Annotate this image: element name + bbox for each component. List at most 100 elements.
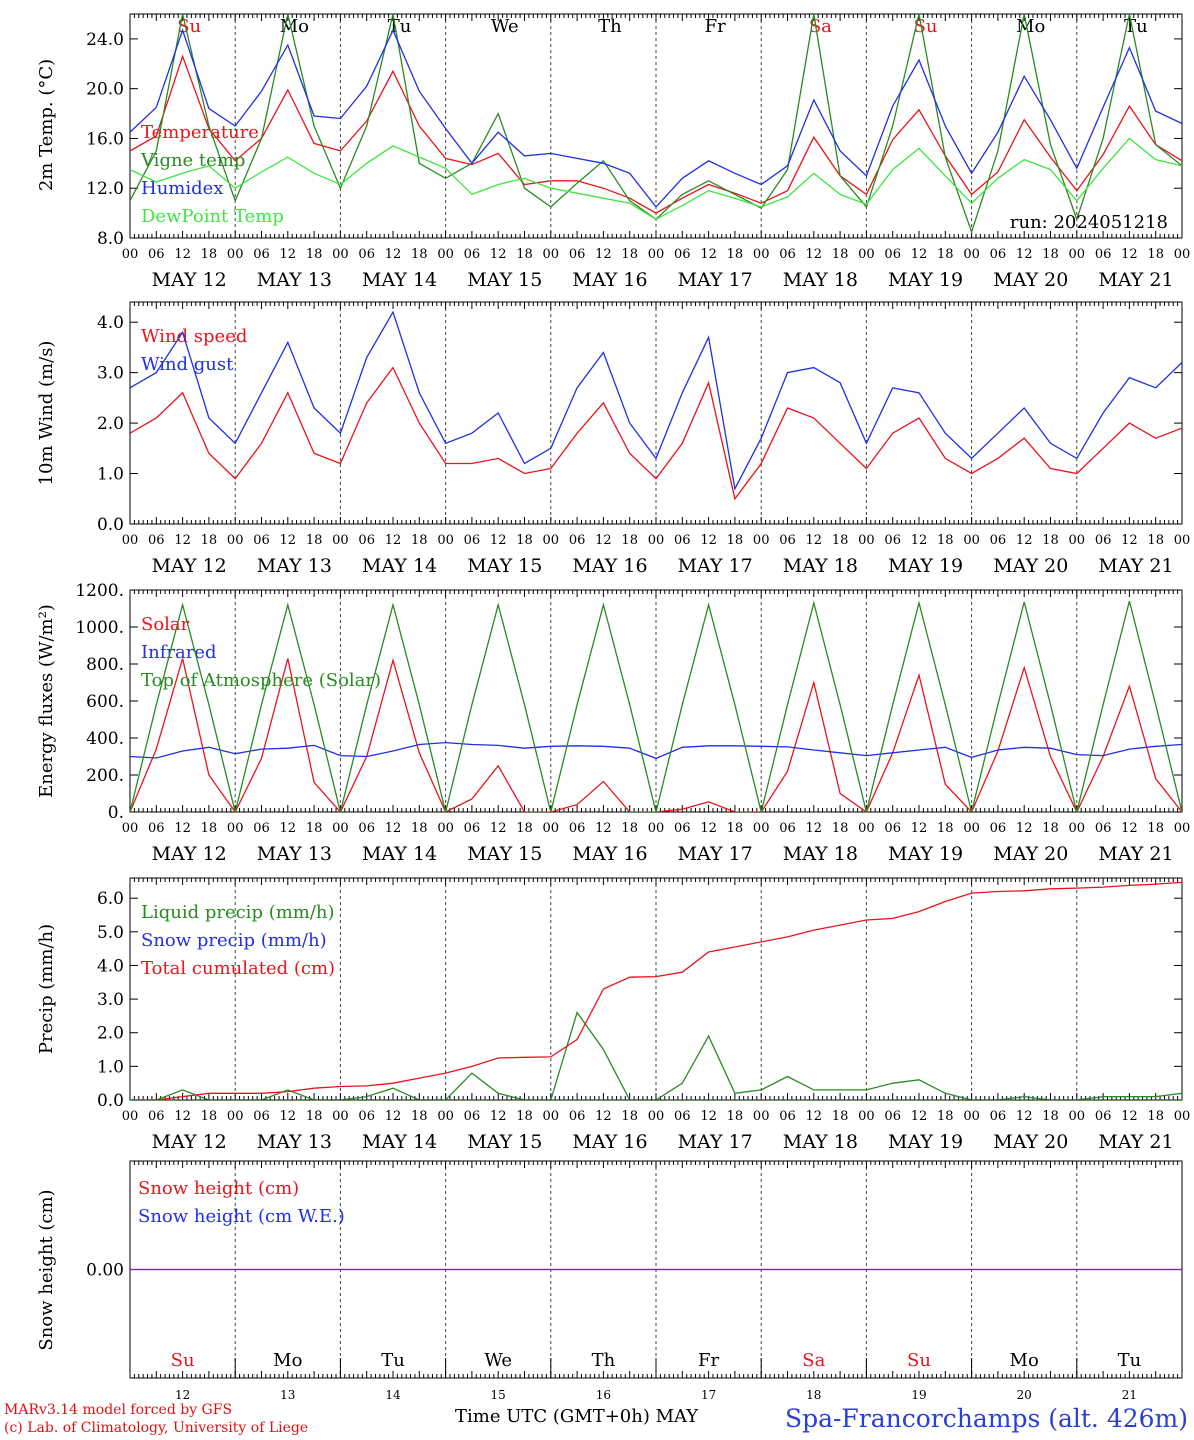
x-hour-label: 06 (464, 1109, 481, 1124)
x-date-label: MAY 13 (257, 1131, 332, 1153)
x-hour-label: 12 (595, 821, 612, 836)
x-hour-label: 00 (1069, 1109, 1086, 1124)
x-hour-label: 06 (884, 247, 901, 262)
day-number-label: 12 (175, 1388, 190, 1402)
model-credit-line: MARv3.14 model forced by GFS (4, 1402, 233, 1418)
series-line-infrared (130, 741, 1182, 760)
x-axis-title: Time UTC (GMT+0h) MAY (455, 1406, 699, 1427)
x-date-label: MAY 14 (362, 843, 437, 865)
x-hour-label: 06 (464, 247, 481, 262)
x-hour-label: 00 (122, 247, 139, 262)
x-hour-label: 00 (858, 533, 875, 548)
x-hour-label: 00 (437, 1109, 454, 1124)
x-hour-label: 00 (648, 821, 665, 836)
x-hour-label: 06 (253, 247, 270, 262)
x-hour-label: 00 (963, 247, 980, 262)
day-name-label: Mo (1010, 1350, 1039, 1371)
x-hour-label: 12 (595, 247, 612, 262)
y-tick-label: 0.0 (97, 1091, 124, 1111)
panel-frame (129, 13, 1183, 239)
lab-credit-line: (c) Lab. of Climatology, University of L… (4, 1420, 309, 1436)
x-date-label: MAY 12 (152, 555, 227, 577)
x-hour-label: 06 (464, 533, 481, 548)
y-tick-label: 400. (86, 729, 124, 749)
x-hour-label: 12 (490, 533, 507, 548)
x-hour-label: 00 (1069, 247, 1086, 262)
legend-entry: Top of Atmosphere (Solar) (141, 670, 381, 691)
y-tick-label: 8.0 (97, 229, 124, 249)
x-hour-label: 00 (753, 533, 770, 548)
x-hour-label: 00 (753, 247, 770, 262)
x-hour-label: 18 (516, 1109, 533, 1124)
x-hour-label: 06 (358, 533, 375, 548)
x-hour-label: 12 (806, 247, 823, 262)
x-hour-label: 12 (280, 533, 297, 548)
x-hour-label: 00 (122, 821, 139, 836)
x-hour-label: 12 (1016, 247, 1033, 262)
x-hour-label: 00 (1069, 821, 1086, 836)
x-date-label: MAY 12 (152, 1131, 227, 1153)
x-hour-label: 18 (411, 821, 428, 836)
x-hour-label: 12 (174, 1109, 191, 1124)
day-number-label: 19 (911, 1388, 926, 1402)
x-hour-label: 00 (753, 1109, 770, 1124)
legend-entry: Liquid precip (mm/h) (141, 902, 335, 923)
x-date-label: MAY 12 (152, 843, 227, 865)
x-hour-label: 18 (832, 247, 849, 262)
y-axis-label: 10m Wind (m/s) (36, 341, 57, 486)
x-date-label: MAY 21 (1098, 1131, 1173, 1153)
x-hour-label: 06 (674, 821, 691, 836)
x-hour-label: 06 (884, 821, 901, 836)
x-hour-label: 18 (937, 533, 954, 548)
x-hour-label: 00 (227, 533, 244, 548)
x-hour-label: 18 (1147, 533, 1164, 548)
y-tick-label: 2.0 (97, 1024, 124, 1044)
x-hour-label: 12 (700, 533, 717, 548)
x-date-label: MAY 20 (993, 555, 1068, 577)
y-tick-label: 24.0 (86, 30, 124, 50)
day-name-label: Su (914, 16, 938, 37)
x-hour-label: 00 (332, 1109, 349, 1124)
x-hour-label: 18 (201, 247, 218, 262)
x-hour-label: 00 (122, 1109, 139, 1124)
x-date-label: MAY 18 (783, 555, 858, 577)
x-hour-label: 00 (437, 533, 454, 548)
legend-entry: Wind speed (141, 326, 247, 347)
legend-entry: DewPoint Temp (141, 206, 284, 227)
day-name-label: Mo (280, 16, 309, 37)
x-hour-label: 18 (937, 247, 954, 262)
x-hour-label: 12 (911, 247, 928, 262)
x-hour-label: 00 (332, 821, 349, 836)
x-hour-label: 06 (674, 1109, 691, 1124)
x-hour-label: 18 (727, 247, 744, 262)
x-hour-label: 18 (306, 821, 323, 836)
x-hour-label: 12 (490, 821, 507, 836)
legend-entry: Temperature (141, 122, 259, 143)
station-name: Spa-Francorchamps (alt. 426m) (784, 1404, 1188, 1433)
y-tick-label: 2.0 (97, 414, 124, 434)
day-number-label: 13 (280, 1388, 295, 1402)
x-hour-label: 18 (621, 1109, 638, 1124)
x-date-label: MAY 14 (362, 555, 437, 577)
x-hour-label: 06 (674, 247, 691, 262)
x-hour-label: 18 (832, 533, 849, 548)
x-date-label: MAY 17 (678, 1131, 753, 1153)
legend-entry: Total cumulated (cm) (141, 958, 335, 979)
legend-entry: Snow height (cm) (138, 1178, 299, 1199)
x-hour-label: 12 (1016, 533, 1033, 548)
x-hour-label: 12 (490, 1109, 507, 1124)
x-hour-label: 00 (963, 1109, 980, 1124)
x-date-label: MAY 15 (467, 555, 542, 577)
x-hour-label: 18 (306, 533, 323, 548)
x-hour-label: 06 (358, 247, 375, 262)
x-hour-label: 12 (911, 1109, 928, 1124)
day-name-label: Tu (1124, 16, 1148, 37)
x-hour-label: 12 (280, 821, 297, 836)
day-name-label: Mo (273, 1350, 302, 1371)
y-tick-label: 0. (108, 803, 124, 823)
x-date-label: MAY 13 (257, 269, 332, 291)
day-number-label: 18 (806, 1388, 821, 1402)
day-number-label: 17 (701, 1388, 716, 1402)
x-hour-label: 06 (990, 821, 1007, 836)
x-hour-label: 12 (1121, 533, 1138, 548)
